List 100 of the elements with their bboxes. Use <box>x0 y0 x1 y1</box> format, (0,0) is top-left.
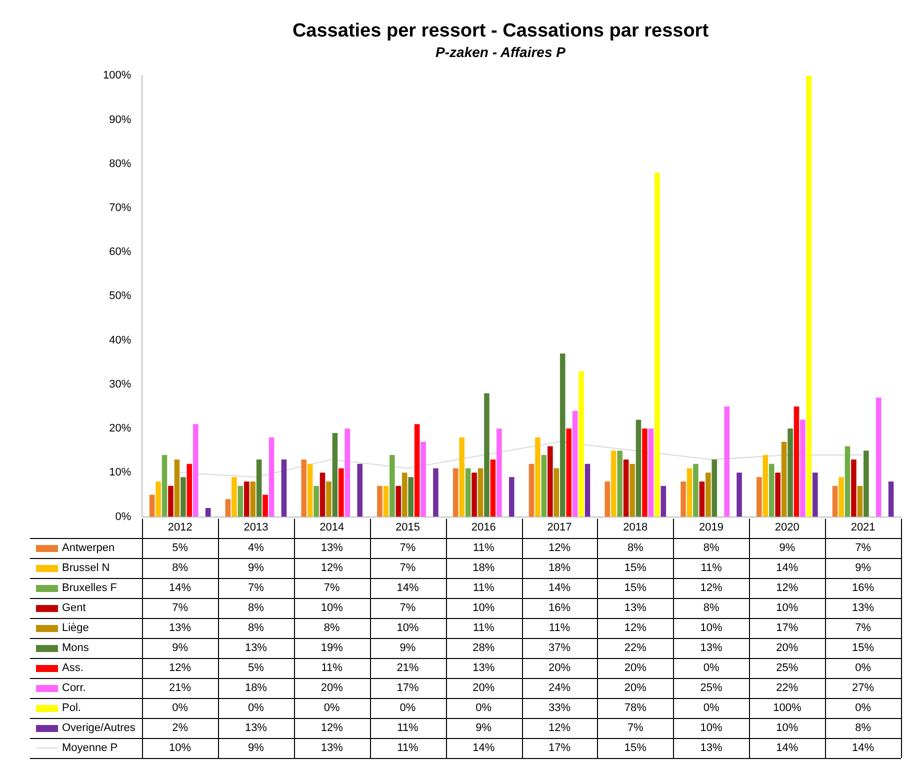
data-label: 10% <box>396 622 419 634</box>
data-label: 10% <box>776 602 798 614</box>
legend-label: Brussel N <box>62 562 110 574</box>
data-label: 9% <box>248 742 264 754</box>
bar <box>680 482 686 517</box>
bar <box>566 428 572 517</box>
bar <box>794 406 800 517</box>
data-label: 9% <box>172 642 188 654</box>
bar <box>244 482 250 517</box>
y-tick-label: 0% <box>115 510 132 523</box>
y-tick-label: 70% <box>109 202 132 214</box>
x-tick-label: 2019 <box>699 521 724 534</box>
bar <box>844 446 850 517</box>
bar <box>307 464 313 517</box>
data-label: 13% <box>852 602 874 614</box>
bar <box>149 494 155 517</box>
data-label: 12% <box>169 662 192 674</box>
data-label: 0% <box>855 662 872 674</box>
data-label: 15% <box>624 562 647 574</box>
data-label: 15% <box>624 582 647 594</box>
bar <box>490 459 496 517</box>
data-label: 10% <box>776 722 798 734</box>
data-label: 0% <box>324 702 340 714</box>
bar <box>459 437 464 517</box>
bar <box>357 464 362 517</box>
data-label: 22% <box>776 682 798 694</box>
x-tick-label: 2015 <box>395 521 420 534</box>
bar <box>465 468 471 517</box>
data-label: 8% <box>324 622 340 634</box>
data-label: 15% <box>852 642 874 654</box>
data-label: 12% <box>320 722 344 734</box>
data-label: 13% <box>320 542 344 554</box>
bar <box>396 486 402 517</box>
bar <box>433 468 438 517</box>
data-label: 2% <box>172 722 188 734</box>
bar <box>888 482 894 517</box>
bar <box>572 410 578 517</box>
bar <box>712 459 718 517</box>
bar <box>584 464 590 517</box>
bar <box>864 450 869 517</box>
legend-label: Antwerpen <box>62 542 115 554</box>
bar <box>205 508 211 517</box>
bar <box>604 482 610 517</box>
y-tick-label: 30% <box>109 378 132 390</box>
bar <box>472 472 477 517</box>
bar <box>768 464 774 517</box>
data-label: 7% <box>324 582 340 594</box>
data-label: 21% <box>169 682 192 694</box>
bar <box>496 428 502 517</box>
data-label: 7% <box>400 542 416 554</box>
legend-label: Moyenne P <box>62 742 118 754</box>
bar <box>736 472 742 517</box>
y-tick-label: 100% <box>102 70 132 82</box>
data-label: 13% <box>169 622 192 634</box>
bar <box>812 472 818 517</box>
bar <box>452 468 458 517</box>
data-label: 27% <box>852 682 874 694</box>
legend-label: Overige/Autres <box>62 722 136 734</box>
bar <box>762 455 768 517</box>
bar <box>383 486 389 517</box>
bar <box>225 499 231 517</box>
data-label: 33% <box>548 702 571 714</box>
bar <box>168 486 174 517</box>
bar <box>775 472 780 517</box>
x-tick-label: 2018 <box>623 521 648 534</box>
data-label: 13% <box>244 642 268 654</box>
data-label: 11% <box>700 562 722 574</box>
data-label: 0% <box>855 702 872 714</box>
bar <box>630 464 635 517</box>
bar <box>301 459 306 517</box>
data-label: 18% <box>244 682 268 694</box>
x-tick-label: 2020 <box>774 521 800 534</box>
bar <box>232 477 237 517</box>
data-label: 11% <box>548 622 570 634</box>
bar <box>660 486 666 517</box>
data-label: 11% <box>473 542 494 554</box>
data-label: 17% <box>548 742 571 754</box>
data-label: 9% <box>779 542 796 554</box>
y-tick-label: 20% <box>109 422 132 435</box>
data-label: 10% <box>320 602 344 614</box>
x-tick-label: 2021 <box>850 521 876 534</box>
bar <box>610 450 616 517</box>
bar <box>414 424 420 517</box>
data-label: 0% <box>172 702 188 714</box>
data-label: 18% <box>548 562 571 574</box>
data-label: 14% <box>548 582 571 594</box>
legend-label: Corr. <box>62 682 86 694</box>
data-label: 8% <box>172 562 188 574</box>
bar <box>554 468 560 517</box>
x-tick-label: 2016 <box>471 521 496 534</box>
data-label: 9% <box>248 562 264 574</box>
bar <box>320 472 326 517</box>
data-label: 13% <box>700 742 723 754</box>
y-tick-label: 40% <box>109 334 132 346</box>
data-label: 21% <box>396 662 419 674</box>
bar <box>548 446 553 517</box>
legend-label: Mons <box>62 642 90 654</box>
data-label: 12% <box>776 582 798 594</box>
bar <box>390 455 395 517</box>
data-label: 7% <box>172 602 188 614</box>
